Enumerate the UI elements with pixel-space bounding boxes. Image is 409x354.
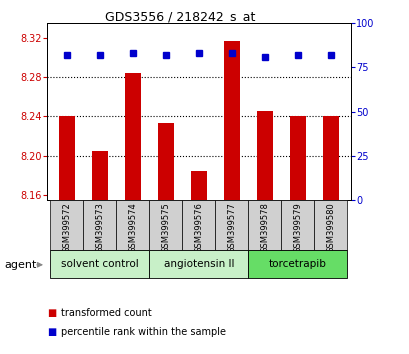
Bar — [248, 250, 346, 278]
Text: transformed count: transformed count — [61, 308, 152, 318]
Bar — [289, 116, 305, 200]
Bar — [182, 200, 215, 250]
Bar — [215, 200, 248, 250]
Text: GSM399575: GSM399575 — [161, 202, 170, 253]
Bar — [314, 200, 346, 250]
Text: solvent control: solvent control — [61, 259, 139, 269]
Text: GDS3556 / 218242_s_at: GDS3556 / 218242_s_at — [105, 10, 255, 23]
Text: GSM399580: GSM399580 — [326, 202, 335, 253]
Bar — [322, 116, 338, 200]
Bar — [149, 250, 248, 278]
Bar — [149, 200, 182, 250]
Text: agent: agent — [4, 260, 36, 270]
Text: GSM399577: GSM399577 — [227, 202, 236, 253]
Bar — [50, 250, 149, 278]
Bar — [92, 151, 108, 200]
Text: GSM399578: GSM399578 — [260, 202, 269, 253]
Text: GSM399579: GSM399579 — [292, 202, 301, 253]
Bar — [50, 200, 83, 250]
Text: ■: ■ — [47, 327, 56, 337]
Bar — [58, 116, 75, 200]
Text: GSM399572: GSM399572 — [62, 202, 71, 253]
Text: percentile rank within the sample: percentile rank within the sample — [61, 327, 226, 337]
Text: ■: ■ — [47, 308, 56, 318]
Text: GSM399573: GSM399573 — [95, 202, 104, 253]
Bar — [281, 200, 314, 250]
Text: GSM399574: GSM399574 — [128, 202, 137, 253]
Bar — [157, 123, 174, 200]
Text: torcetrapib: torcetrapib — [268, 259, 326, 269]
Bar — [248, 200, 281, 250]
Bar — [190, 171, 207, 200]
Bar — [116, 200, 149, 250]
Bar — [256, 110, 272, 200]
Bar — [83, 200, 116, 250]
Text: angiotensin II: angiotensin II — [163, 259, 234, 269]
Bar — [223, 41, 240, 200]
Text: GSM399576: GSM399576 — [194, 202, 203, 253]
Bar — [124, 73, 141, 200]
